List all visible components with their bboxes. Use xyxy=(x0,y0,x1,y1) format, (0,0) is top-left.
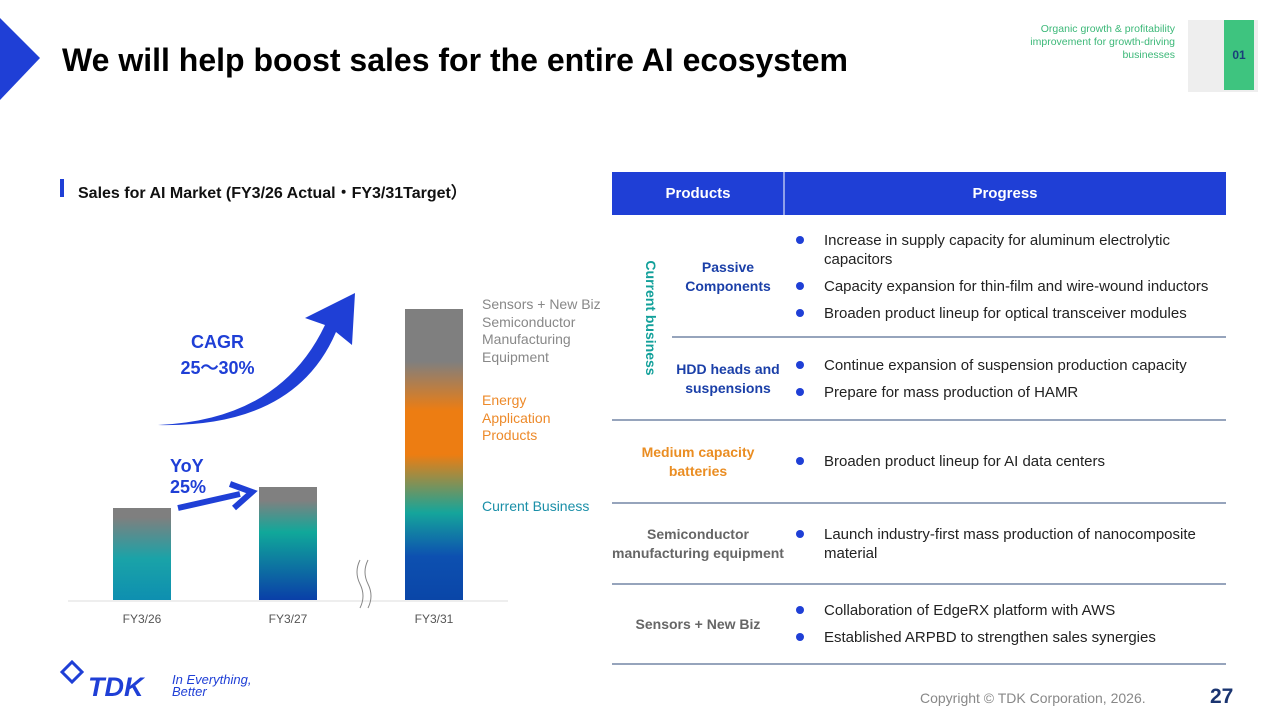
product-name: Passive Components xyxy=(685,258,771,294)
product-cell: HDD heads and suspensions xyxy=(672,337,784,420)
progress-cell: Continue expansion of suspension product… xyxy=(784,337,1224,420)
progress-item: Increase in supply capacity for aluminum… xyxy=(784,231,1224,269)
segment-label: Current Business xyxy=(482,498,590,514)
product-name: Medium capacity batteries xyxy=(641,443,755,479)
slide-title: We will help boost sales for the entire … xyxy=(62,42,848,78)
product-name: Semiconductor manufacturing equipment xyxy=(612,525,784,561)
copyright: Copyright © TDK Corporation, 2026. xyxy=(920,690,1146,706)
column-header: Progress xyxy=(972,185,1038,202)
product-cell: Sensors + New Biz xyxy=(612,584,784,664)
page-number: 27 xyxy=(1210,685,1234,708)
progress-cell: Collaboration of EdgeRX platform with AW… xyxy=(784,584,1224,664)
tag-text: Organic growth & profitability improveme… xyxy=(1030,23,1175,61)
progress-item: Established ARPBD to strengthen sales sy… xyxy=(784,628,1224,647)
progress-item: Continue expansion of suspension product… xyxy=(784,356,1224,375)
tag-number: 01 xyxy=(1232,48,1246,62)
segment-label: Energy Application Products xyxy=(482,392,551,443)
progress-item: Broaden product lineup for AI data cente… xyxy=(784,452,1224,471)
x-tick-label: FY3/26 xyxy=(123,612,162,626)
x-tick-label: FY3/27 xyxy=(269,612,308,626)
progress-item: Prepare for mass production of HAMR xyxy=(784,383,1224,402)
progress-cell: Increase in supply capacity for aluminum… xyxy=(784,216,1224,337)
chart-heading: Sales for AI Market (FY3/26 Actual・FY3/3… xyxy=(78,185,467,202)
table-header-bg xyxy=(612,172,1226,215)
cagr-arrow xyxy=(158,293,355,426)
progress-item: Collaboration of EdgeRX platform with AW… xyxy=(784,601,1224,620)
progress-item: Broaden product lineup for optical trans… xyxy=(784,304,1224,323)
corner-mark xyxy=(0,18,40,100)
product-name: Sensors + New Biz xyxy=(635,615,761,632)
cagr-label: CAGR xyxy=(191,332,244,352)
yoy-arrow xyxy=(177,481,258,511)
x-tick-label: FY3/31 xyxy=(415,612,454,626)
progress-item: Launch industry-first mass production of… xyxy=(784,525,1224,563)
logo: TDK xyxy=(88,672,144,702)
group-label: Current business xyxy=(643,260,659,376)
logo-emblem xyxy=(59,659,85,685)
bar xyxy=(259,487,317,600)
product-name: HDD heads and suspensions xyxy=(676,360,780,396)
tag-fill xyxy=(1224,20,1254,90)
yoy-label: YoY 25% xyxy=(170,456,207,497)
progress-cell: Launch industry-first mass production of… xyxy=(784,503,1224,584)
product-cell: Passive Components xyxy=(672,216,784,337)
column-header: Products xyxy=(665,185,731,202)
progress-item: Capacity expansion for thin-film and wir… xyxy=(784,277,1224,296)
heading-bar xyxy=(60,179,64,197)
axis-break xyxy=(356,559,372,609)
product-cell: Medium capacity batteries xyxy=(612,420,784,503)
bar xyxy=(405,309,463,600)
segment-label: Sensors + New Biz Semiconductor Manufact… xyxy=(482,296,601,365)
bar xyxy=(113,508,171,600)
product-cell: Semiconductor manufacturing equipment xyxy=(612,503,784,584)
slogan: In Everything, Better xyxy=(172,672,252,699)
cagr-label: 25～30% xyxy=(180,358,255,378)
progress-cell: Broaden product lineup for AI data cente… xyxy=(784,420,1224,503)
